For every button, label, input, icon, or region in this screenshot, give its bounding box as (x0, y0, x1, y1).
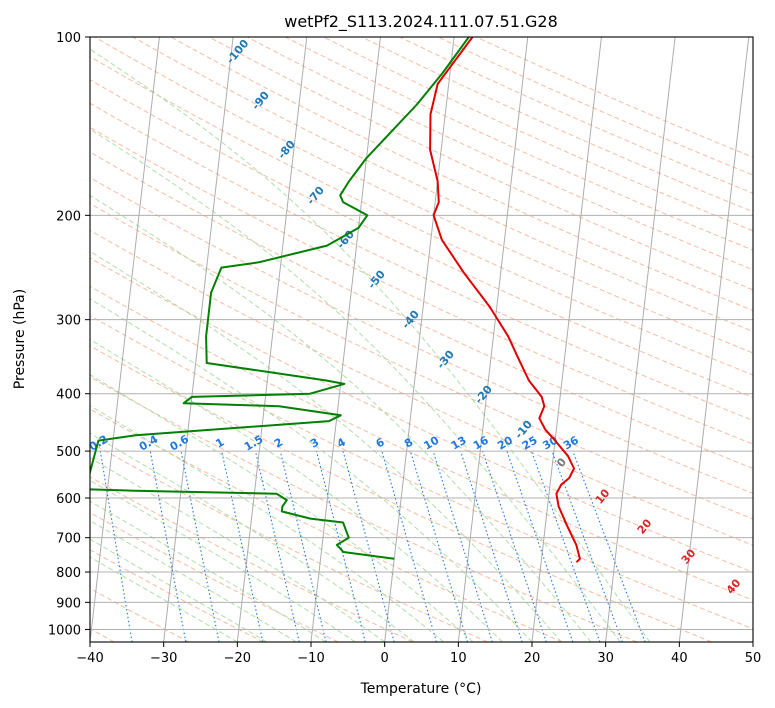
profiles (90, 37, 581, 563)
isotherm-line (310, 37, 381, 642)
mixing-ratio-line (531, 450, 601, 642)
background-lines (90, 37, 753, 642)
temperature-profile-line (429, 37, 581, 563)
dry-adiabat-line (90, 512, 339, 642)
x-tick-label: −40 (76, 651, 103, 666)
dry-adiabat-line (247, 37, 753, 271)
x-tick-label: −10 (297, 651, 324, 666)
isotherm-line (531, 37, 602, 642)
x-tick-label: 0 (381, 651, 389, 666)
mixing-ratio-line (342, 450, 395, 642)
dry-adiabat-line (90, 79, 753, 399)
mixing-ratio-line (432, 450, 493, 642)
dry-adiabat-line (90, 176, 753, 494)
y-tick-label: 300 (56, 314, 81, 329)
x-tick-label: 40 (671, 651, 688, 666)
moist-adiabat-line (90, 374, 474, 642)
mixing-ratio-line (482, 450, 547, 642)
dry-adiabat-line (90, 376, 638, 642)
moist-adiabat-line (90, 520, 297, 642)
dry-adiabat-line (437, 37, 753, 176)
isotherm-line (605, 37, 676, 642)
mixing-ratio-line (279, 450, 327, 642)
x-axis: −40 −30 −20 −10 0 10 20 30 40 50 (76, 642, 761, 666)
x-tick-label: 20 (524, 651, 541, 666)
dry-adiabat-line (90, 56, 753, 376)
moist-adiabat-line (90, 556, 238, 642)
y-tick-label: 200 (56, 209, 81, 224)
mixing-ratio-line (459, 450, 523, 642)
y-tick-label: 700 (56, 532, 81, 547)
dry-adiabat-line (170, 37, 753, 312)
mixing-ratio-line (180, 450, 220, 642)
dry-adiabat-line (94, 37, 753, 354)
dry-adiabat-line (90, 229, 753, 546)
y-tick-label: 900 (56, 596, 81, 611)
mixing-ratio-line (381, 450, 437, 642)
moist-adiabat-line (90, 194, 592, 642)
isotherm-line (163, 37, 234, 642)
pressure-grid (90, 37, 753, 630)
mixing-ratio-line (315, 450, 366, 642)
dry-adiabat-line (90, 345, 712, 642)
chart-title: wetPf2_S113.2024.111.07.51.G28 (284, 12, 558, 32)
mixing-ratio-line (254, 450, 300, 642)
dry-adiabat-line (90, 315, 753, 630)
y-tick-label: 100 (56, 31, 81, 46)
dry-adiabat-line (208, 37, 753, 291)
dewpoint-profile-line (90, 37, 470, 560)
y-tick-label: 600 (56, 492, 81, 507)
dry-adiabat-line (90, 285, 753, 601)
x-tick-label: 50 (745, 651, 762, 666)
moist-adiabat-line (90, 457, 385, 642)
dry-adiabat-line (90, 476, 414, 642)
y-axis-label: Pressure (hPa) (12, 289, 28, 389)
x-axis-label: Temperature (°C) (360, 681, 482, 697)
mixing-ratio-line (506, 450, 574, 642)
x-tick-label: 30 (597, 651, 614, 666)
dry-adiabat-line (399, 37, 753, 194)
mixing-ratio-line (99, 451, 133, 642)
mixing-ratio-line (221, 450, 264, 642)
moist-adiabat-line (90, 538, 268, 642)
y-tick-label: 1000 (48, 623, 81, 638)
y-axis: 100 200 300 400 500 600 700 800 900 1000 (48, 31, 90, 638)
moist-adiabat-line (90, 48, 651, 642)
x-tick-label: −30 (150, 651, 177, 666)
x-tick-label: 10 (450, 651, 467, 666)
moist-adiabat-line (90, 298, 533, 642)
isotherm-line (457, 37, 529, 642)
moist-adiabat-line (90, 405, 444, 642)
plot-background (90, 37, 753, 642)
isotherm-line (678, 37, 750, 642)
y-tick-label: 400 (56, 388, 81, 403)
y-tick-label: 800 (56, 566, 81, 581)
dry-adiabat-line (90, 441, 488, 642)
dry-adiabat-line (90, 126, 753, 445)
dry-adiabat-line (323, 37, 753, 232)
y-tick-label: 500 (56, 445, 81, 460)
isotherm-line (236, 37, 308, 642)
plot-frame (89, 36, 754, 643)
isotherm-line (90, 37, 160, 642)
mixing-ratio-line (409, 450, 469, 642)
moist-adiabat-line (90, 128, 621, 642)
isotherm-line (384, 37, 455, 642)
dry-adiabat-line (361, 37, 753, 213)
x-tick-label: −20 (224, 651, 251, 666)
moist-adiabat-line (90, 479, 356, 642)
moist-adiabat-line (90, 250, 562, 642)
mixing-ratio-line (149, 451, 187, 642)
